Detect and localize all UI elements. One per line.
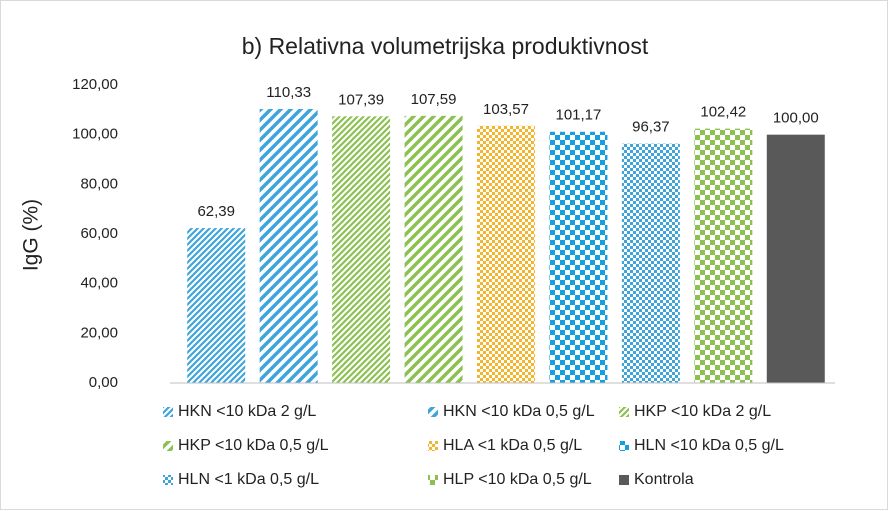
legend-swatch — [163, 475, 173, 485]
bar — [694, 128, 753, 383]
y-tick-label: 20,00 — [80, 324, 118, 341]
legend-swatch — [428, 407, 438, 417]
value-label: 100,00 — [773, 110, 819, 127]
bar — [404, 115, 463, 383]
value-label: 101,17 — [555, 107, 601, 124]
value-label: 110,33 — [266, 84, 311, 101]
bar — [187, 228, 246, 383]
value-label: 107,59 — [411, 91, 457, 108]
legend-label: HLN <10 kDa 0,5 g/L — [634, 437, 784, 454]
value-label: 102,42 — [700, 104, 746, 121]
legend-swatch — [163, 441, 173, 451]
legend-label: HKN <10 kDa 2 g/L — [178, 403, 316, 420]
bar — [766, 134, 825, 383]
legend-swatch — [428, 475, 438, 485]
legend-label: HLP <10 kDa 0,5 g/L — [443, 471, 592, 488]
y-tick-label: 120,00 — [72, 76, 118, 93]
value-label: 96,37 — [632, 119, 670, 136]
legend-swatch — [619, 407, 629, 417]
y-tick-label: 60,00 — [80, 225, 118, 242]
legend-label: HLA <1 kDa 0,5 g/L — [443, 437, 582, 454]
legend-label: HKN <10 kDa 0,5 g/L — [443, 403, 595, 420]
legend-label: HLN <1 kDa 0,5 g/L — [178, 471, 319, 488]
legend-swatch — [428, 441, 438, 451]
bar — [332, 116, 391, 384]
bar — [259, 109, 318, 384]
legend-label: Kontrola — [634, 471, 694, 488]
value-label: 107,39 — [338, 91, 384, 108]
y-axis-label: IgG (%) — [20, 199, 43, 271]
y-tick-label: 40,00 — [80, 275, 118, 292]
y-tick-label: 80,00 — [80, 175, 118, 192]
y-tick-label: 100,00 — [72, 126, 118, 143]
legend-swatch — [163, 407, 173, 417]
y-tick-label: 0,00 — [89, 374, 118, 391]
value-label: 62,39 — [197, 203, 235, 220]
legend-swatch — [619, 441, 629, 451]
legend-swatch — [619, 475, 629, 485]
legend-label: HKP <10 kDa 2 g/L — [634, 403, 771, 420]
bar — [549, 131, 608, 383]
legend-label: HKP <10 kDa 0,5 g/L — [178, 437, 329, 454]
bar — [621, 143, 680, 383]
chart-title: b) Relativna volumetrijska produktivnost — [242, 33, 649, 59]
bar — [477, 125, 535, 383]
value-label: 103,57 — [483, 101, 529, 118]
